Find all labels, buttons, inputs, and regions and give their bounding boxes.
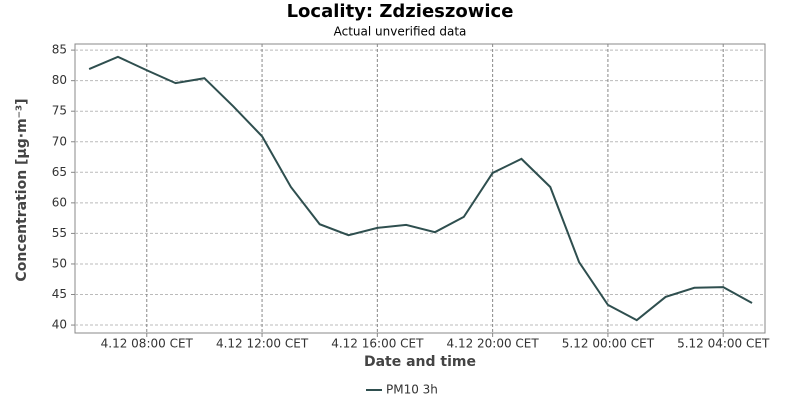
x-tick-label: 5.12 04:00 CET (677, 337, 770, 351)
y-tick-label: 70 (52, 134, 67, 148)
x-tick-label: 5.12 00:00 CET (562, 337, 655, 351)
chart-subtitle: Actual unverified data (334, 25, 467, 39)
legend-label: PM10 3h (386, 383, 438, 397)
x-tick-label: 4.12 20:00 CET (447, 337, 540, 351)
y-tick-label: 80 (52, 73, 67, 87)
plot-area (74, 43, 766, 334)
data-line (88, 55, 753, 322)
x-tick-label: 4.12 08:00 CET (101, 337, 194, 351)
y-tick-label: 65 (52, 165, 67, 179)
y-tick-label: 45 (52, 287, 67, 301)
y-tick-label: 40 (52, 318, 67, 332)
y-tick-label: 60 (52, 195, 67, 209)
y-tick-label: 75 (52, 104, 67, 118)
x-tick-label: 4.12 12:00 CET (216, 337, 309, 351)
y-axis-label: Concentration [µg·m⁻³] (14, 98, 30, 281)
chart-title: Locality: Zdzieszowice (287, 1, 514, 22)
x-tick-label: 4.12 16:00 CET (331, 337, 424, 351)
y-tick-label: 55 (52, 226, 67, 240)
x-axis-label: Date and time (364, 354, 476, 370)
y-tick-label: 50 (52, 256, 67, 270)
y-tick-label: 85 (52, 43, 67, 57)
